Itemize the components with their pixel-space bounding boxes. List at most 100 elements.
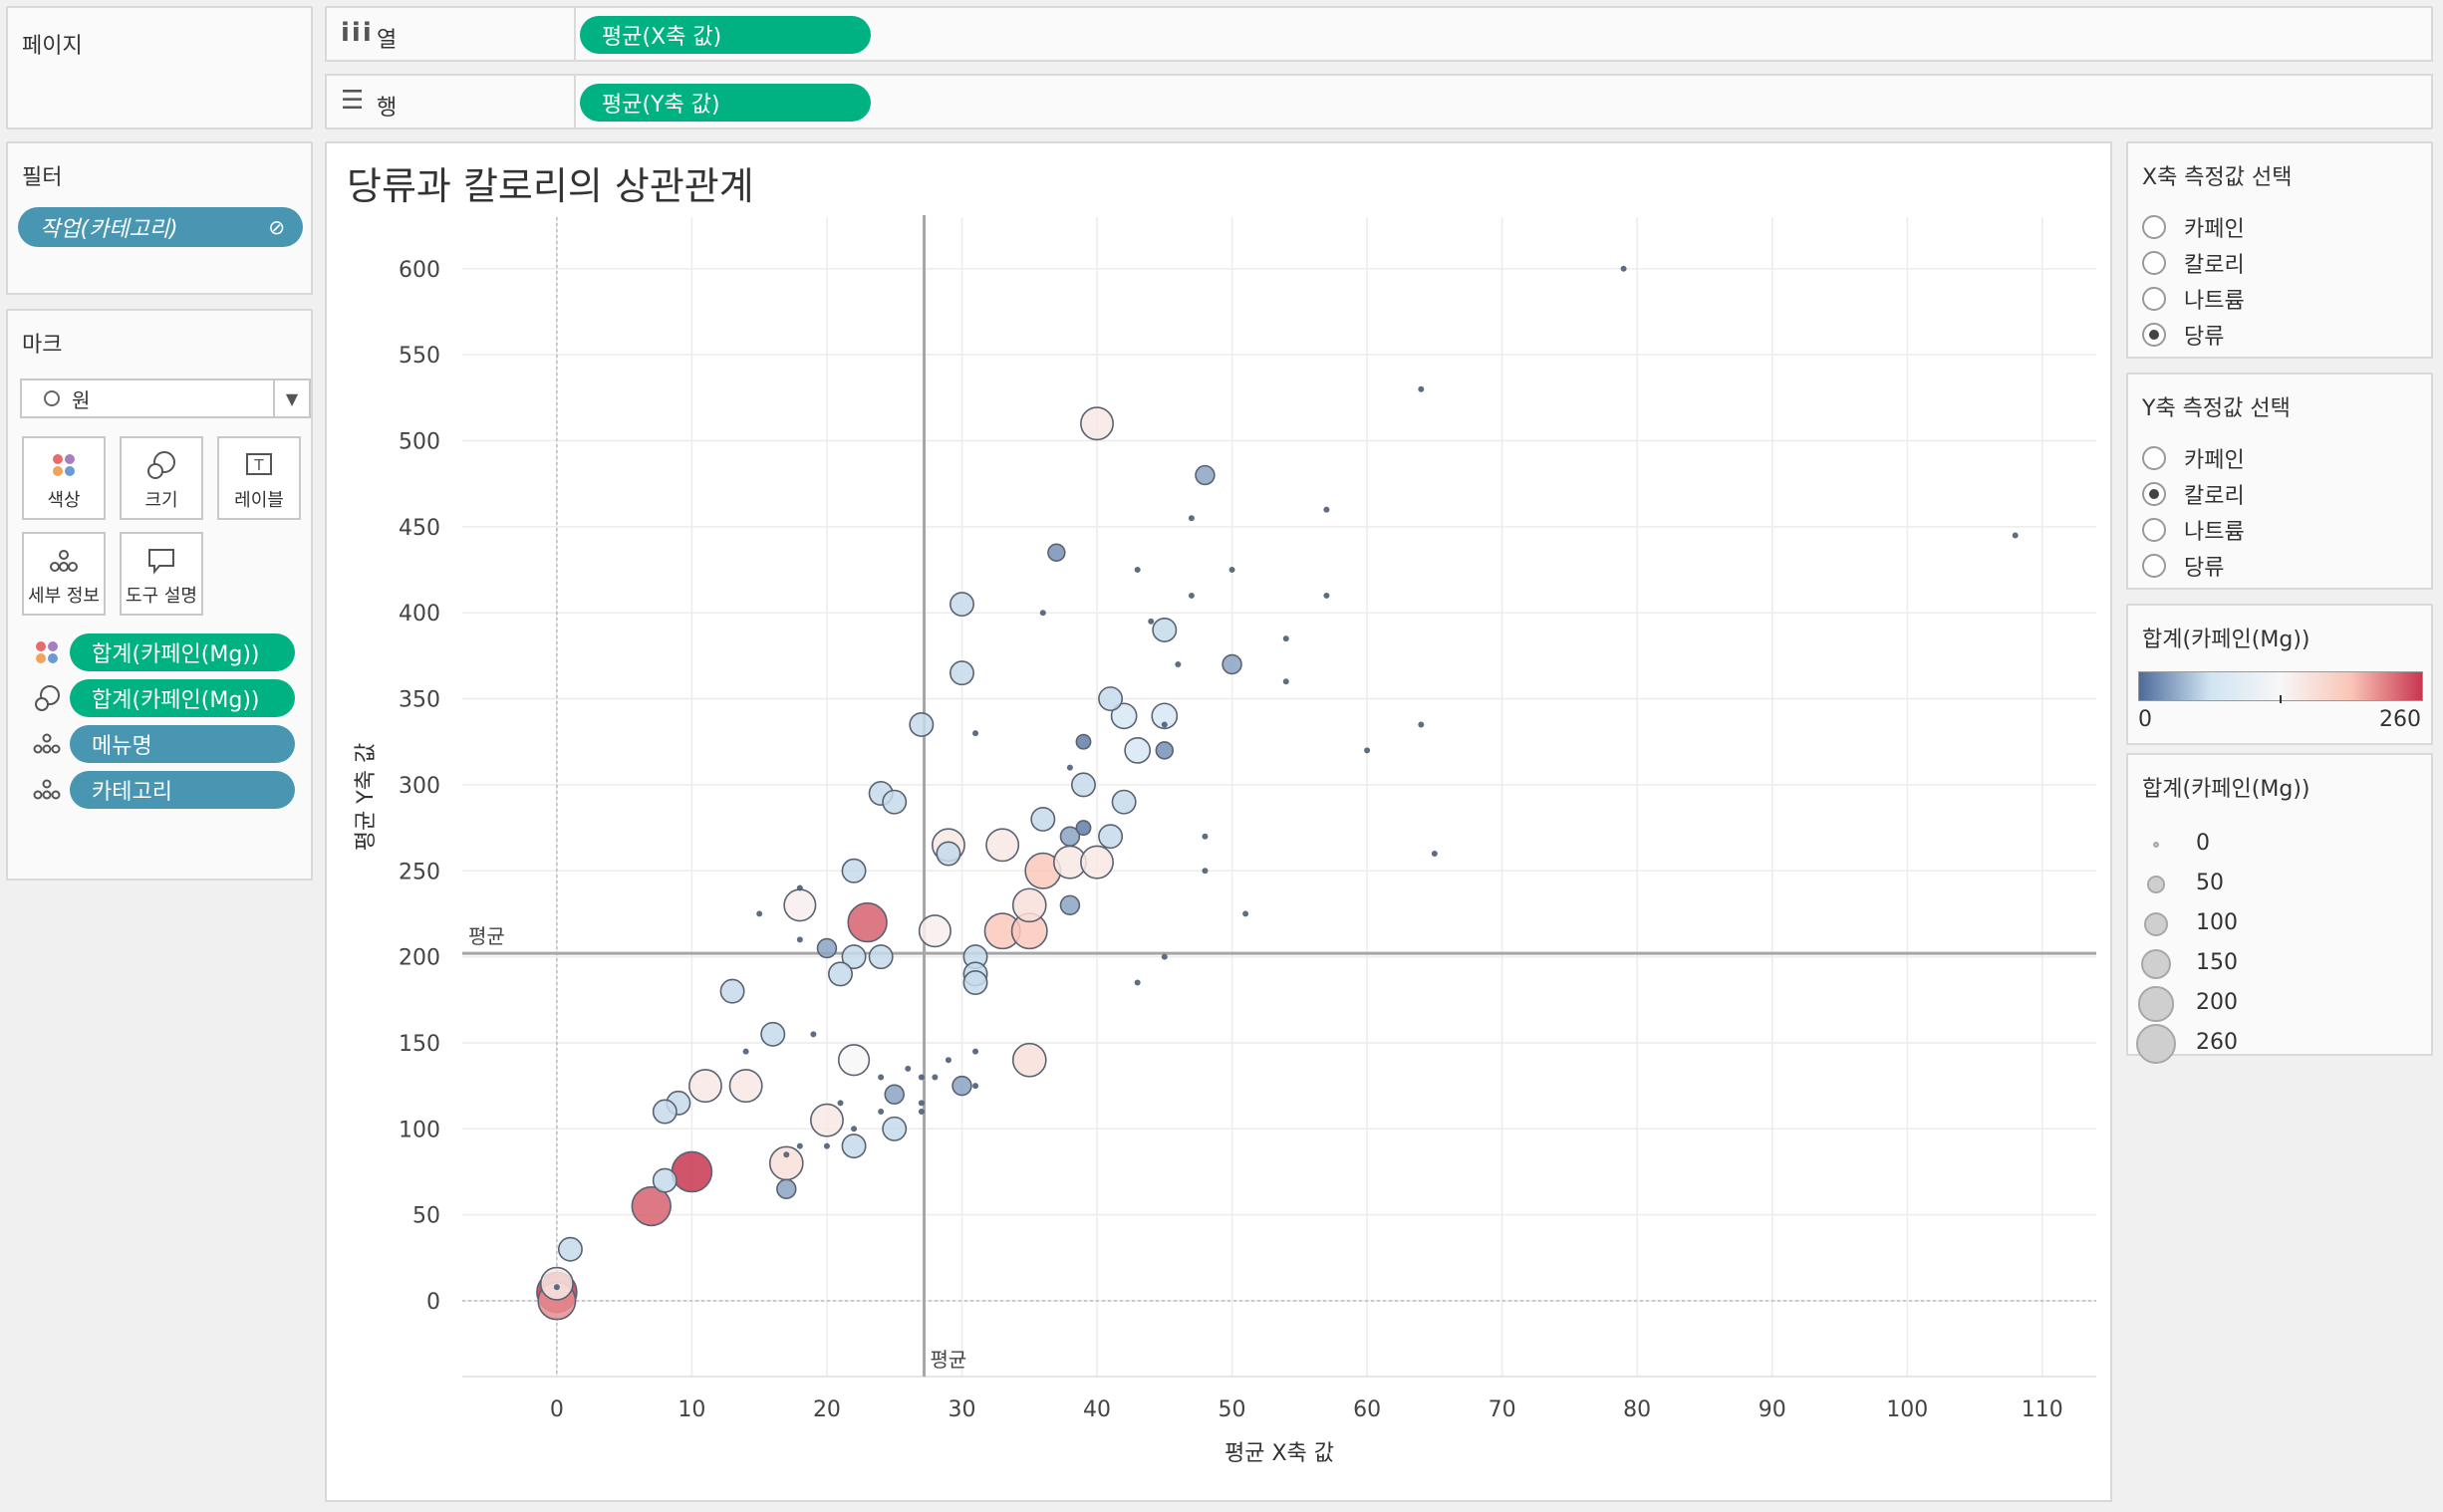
label-button[interactable]: T 레이블 xyxy=(217,436,301,520)
data-point[interactable] xyxy=(882,789,908,815)
data-point[interactable] xyxy=(1620,265,1627,272)
data-point[interactable] xyxy=(918,1109,925,1116)
data-point[interactable] xyxy=(1070,772,1096,798)
data-point[interactable] xyxy=(1039,610,1046,617)
data-point[interactable] xyxy=(1418,721,1425,728)
x-param-radio[interactable] xyxy=(2142,215,2166,239)
data-point[interactable] xyxy=(1124,736,1152,764)
data-point[interactable] xyxy=(1080,406,1114,441)
data-point[interactable] xyxy=(851,1126,858,1133)
data-point[interactable] xyxy=(936,841,961,867)
data-point[interactable] xyxy=(652,1099,678,1125)
data-point[interactable] xyxy=(816,937,838,959)
data-point[interactable] xyxy=(918,1100,925,1107)
data-point[interactable] xyxy=(841,858,867,883)
data-point[interactable] xyxy=(553,1284,560,1291)
data-point[interactable] xyxy=(1059,894,1081,916)
rows-shelf[interactable]: ☰ 행 평균(Y축 값) xyxy=(325,74,2433,129)
y-param-option[interactable]: 칼로리 xyxy=(2142,478,2245,510)
size-field-pill[interactable]: 합계(카페인(Mg)) xyxy=(70,679,295,717)
color-button[interactable]: 색상 xyxy=(22,436,106,520)
data-point[interactable] xyxy=(1030,806,1056,832)
data-point[interactable] xyxy=(557,1236,583,1262)
data-point[interactable] xyxy=(1282,635,1289,642)
data-point[interactable] xyxy=(1047,543,1066,563)
data-point[interactable] xyxy=(1161,721,1168,728)
data-point[interactable] xyxy=(1066,764,1073,771)
data-point[interactable] xyxy=(1188,592,1195,599)
y-param-option[interactable]: 카페인 xyxy=(2142,442,2245,474)
x-param-radio[interactable] xyxy=(2142,287,2166,311)
data-point[interactable] xyxy=(837,1044,871,1077)
data-point[interactable] xyxy=(878,1074,885,1081)
data-point[interactable] xyxy=(671,1150,713,1193)
data-point[interactable] xyxy=(631,1185,672,1227)
data-point[interactable] xyxy=(809,1103,844,1137)
columns-shelf[interactable]: iii 열 평균(X축 값) xyxy=(325,6,2433,62)
columns-pill[interactable]: 평균(X축 값) xyxy=(580,16,871,54)
data-point[interactable] xyxy=(918,1074,925,1081)
data-point[interactable] xyxy=(1323,592,1330,599)
data-point[interactable] xyxy=(945,1057,951,1064)
data-point[interactable] xyxy=(972,1048,979,1055)
data-point[interactable] xyxy=(950,660,974,686)
data-point[interactable] xyxy=(972,730,979,737)
chevron-down-icon[interactable]: ▼ xyxy=(273,380,309,416)
y-param-radio[interactable] xyxy=(2142,518,2166,542)
data-point[interactable] xyxy=(1011,887,1047,923)
data-point[interactable] xyxy=(1202,868,1209,875)
data-point[interactable] xyxy=(2012,532,2019,539)
y-param-radio[interactable] xyxy=(2142,554,2166,578)
mark-type-dropdown[interactable]: 원 ▼ xyxy=(20,378,311,418)
data-point[interactable] xyxy=(1111,789,1137,815)
data-point[interactable] xyxy=(810,1031,817,1038)
data-point[interactable] xyxy=(760,1021,786,1047)
color-field-pill[interactable]: 합계(카페인(Mg)) xyxy=(70,633,295,671)
detail-button[interactable]: 세부 정보 xyxy=(22,532,106,616)
x-param-radio[interactable] xyxy=(2142,251,2166,275)
data-point[interactable] xyxy=(1148,618,1155,625)
data-point[interactable] xyxy=(828,961,853,987)
data-point[interactable] xyxy=(951,1075,972,1097)
data-point[interactable] xyxy=(841,944,867,970)
data-point[interactable] xyxy=(1222,653,1242,675)
data-point[interactable] xyxy=(1152,617,1178,642)
data-point[interactable] xyxy=(1080,845,1114,880)
data-point[interactable] xyxy=(1418,385,1425,392)
data-point[interactable] xyxy=(1011,1042,1047,1078)
detail-field-pill-menu[interactable]: 메뉴명 xyxy=(70,725,295,763)
data-point[interactable] xyxy=(776,1178,797,1199)
data-point[interactable] xyxy=(1282,678,1289,685)
data-point[interactable] xyxy=(1098,824,1124,850)
data-point[interactable] xyxy=(823,1142,830,1149)
rows-pill[interactable]: 평균(Y축 값) xyxy=(580,84,871,122)
data-point[interactable] xyxy=(1364,747,1371,754)
x-param-option[interactable]: 당류 xyxy=(2142,319,2224,351)
data-point[interactable] xyxy=(1075,820,1092,837)
data-point[interactable] xyxy=(837,1100,844,1107)
data-point[interactable] xyxy=(1202,833,1209,840)
detail-field-pill-category[interactable]: 카테고리 xyxy=(70,771,295,809)
data-point[interactable] xyxy=(1188,515,1195,522)
x-param-option[interactable]: 칼로리 xyxy=(2142,247,2245,279)
data-point[interactable] xyxy=(783,888,817,922)
data-point[interactable] xyxy=(1075,733,1092,750)
scatter-chart[interactable]: 0 10 20 30 40 50 60 70 80 90 100 110 0 50 100 150 200 250… xyxy=(327,143,2110,1500)
data-point[interactable] xyxy=(1242,910,1249,917)
data-point[interactable] xyxy=(932,1074,939,1081)
data-point[interactable] xyxy=(756,910,763,917)
y-param-radio[interactable] xyxy=(2142,482,2166,506)
data-point[interactable] xyxy=(909,711,935,737)
data-point[interactable] xyxy=(878,1109,885,1116)
data-point[interactable] xyxy=(652,1167,678,1193)
data-point[interactable] xyxy=(1110,702,1138,730)
data-point[interactable] xyxy=(783,1151,790,1158)
x-param-option[interactable]: 나트륨 xyxy=(2142,283,2245,315)
data-point[interactable] xyxy=(1134,567,1141,574)
data-point[interactable] xyxy=(1161,953,1168,960)
data-point[interactable] xyxy=(1151,702,1179,730)
data-point[interactable] xyxy=(742,1048,749,1055)
data-point[interactable] xyxy=(985,828,1020,863)
data-point[interactable] xyxy=(1098,686,1124,712)
data-point[interactable] xyxy=(796,936,803,943)
